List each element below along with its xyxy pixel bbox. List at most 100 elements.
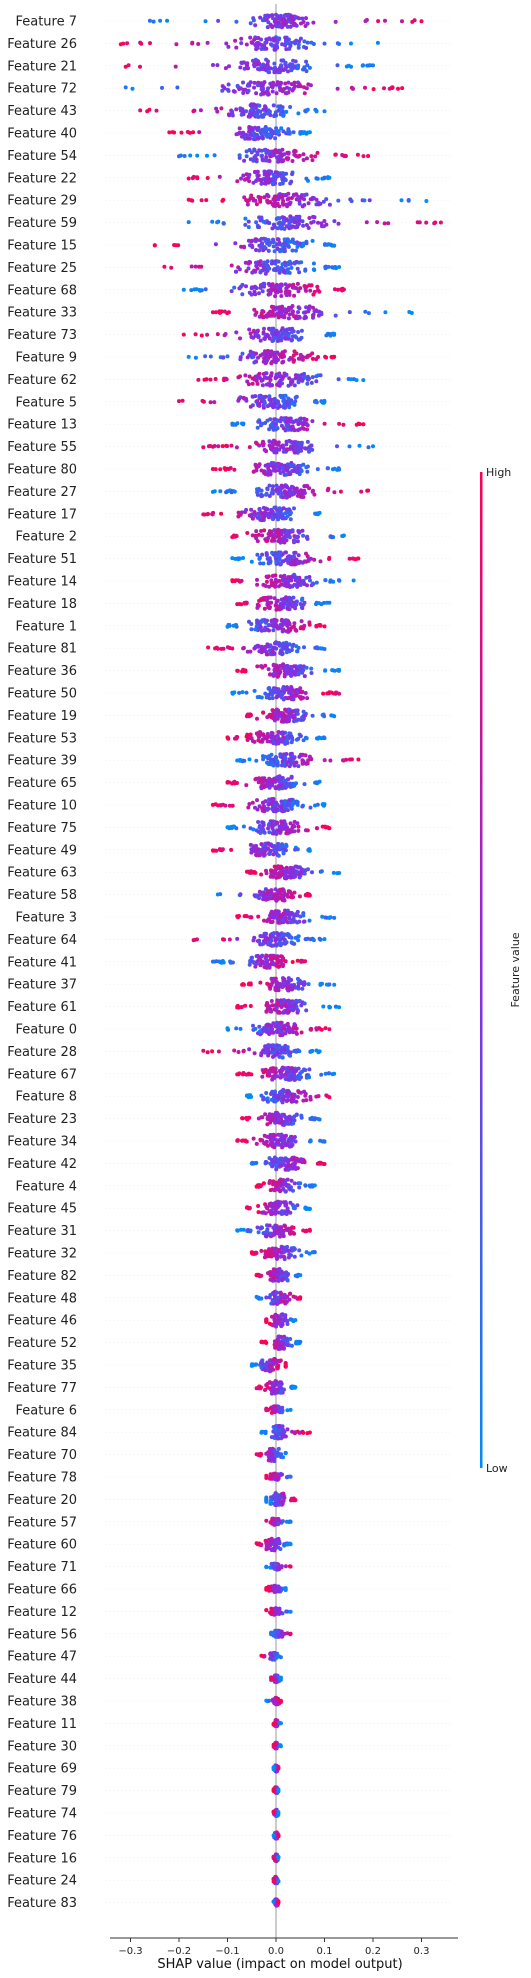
- shap-point: [302, 1001, 307, 1006]
- feature-label: Feature 29: [7, 194, 77, 209]
- shap-point: [282, 540, 287, 545]
- shap-point: [300, 598, 304, 602]
- shap-point: [344, 64, 349, 69]
- shap-point: [363, 19, 368, 24]
- shap-point: [268, 560, 273, 565]
- shap-point: [211, 63, 215, 67]
- shap-point: [191, 109, 196, 114]
- shap-point: [181, 287, 186, 292]
- shap-point: [275, 759, 280, 764]
- shap-point: [233, 38, 238, 43]
- shap-point: [274, 1006, 279, 1011]
- shap-point: [237, 130, 242, 135]
- shap-point: [271, 672, 276, 677]
- shap-point: [335, 86, 340, 91]
- shap-point: [241, 556, 245, 560]
- shap-point: [300, 606, 305, 611]
- shap-point: [307, 376, 311, 381]
- shap-point: [267, 427, 272, 432]
- shap-point: [321, 199, 326, 204]
- shap-point: [138, 40, 143, 45]
- shap-point: [276, 197, 281, 202]
- shap-point: [315, 802, 320, 807]
- shap-point: [273, 110, 278, 115]
- shap-point: [268, 595, 273, 600]
- feature-row: Feature 49: [7, 841, 453, 858]
- shap-point: [265, 62, 270, 67]
- shap-point: [261, 248, 266, 253]
- shap-point: [279, 294, 284, 298]
- shap-point: [275, 734, 280, 739]
- shap-point: [331, 870, 336, 875]
- shap-point: [254, 536, 259, 541]
- shap-point: [305, 107, 310, 112]
- shap-point: [234, 445, 239, 450]
- shap-point: [336, 377, 341, 382]
- shap-point: [210, 848, 215, 853]
- shap-point: [419, 19, 424, 24]
- shap-point: [300, 490, 305, 495]
- shap-point: [287, 798, 292, 803]
- shap-point: [263, 40, 268, 45]
- shap-point: [262, 356, 267, 361]
- shap-point: [262, 260, 267, 265]
- shap-point: [316, 202, 321, 207]
- shap-point: [301, 913, 306, 918]
- shap-point: [190, 198, 195, 203]
- shap-point: [275, 674, 280, 679]
- shap-point: [347, 556, 352, 561]
- shap-point: [280, 644, 285, 649]
- shap-point: [195, 153, 200, 158]
- shap-point: [252, 739, 257, 744]
- shap-point: [302, 582, 307, 587]
- shap-point: [158, 18, 163, 23]
- shap-point: [285, 580, 290, 585]
- shap-point: [249, 285, 254, 290]
- shap-point: [282, 13, 287, 18]
- feature-label: Feature 43: [7, 104, 77, 119]
- shap-point: [186, 220, 191, 225]
- shap-point: [241, 395, 246, 400]
- shap-point: [253, 284, 257, 289]
- shap-point: [257, 555, 262, 560]
- shap-point: [286, 333, 291, 338]
- shap-point: [260, 383, 265, 388]
- shap-point: [279, 582, 284, 587]
- shap-point: [262, 606, 267, 611]
- shap-point: [267, 830, 272, 835]
- shap-point: [291, 359, 296, 364]
- shap-point: [283, 799, 288, 804]
- shap-point: [328, 578, 333, 583]
- shap-point: [324, 197, 329, 202]
- shap-point: [270, 783, 274, 788]
- shap-point: [286, 262, 291, 267]
- shap-point: [277, 506, 282, 511]
- shap-point: [400, 19, 404, 24]
- shap-point: [305, 439, 310, 444]
- shap-point: [287, 357, 292, 362]
- shap-point: [244, 690, 249, 695]
- shap-point: [263, 239, 268, 244]
- shap-point: [283, 959, 288, 964]
- shap-point: [289, 338, 294, 342]
- shap-point: [301, 422, 306, 427]
- shap-point: [241, 173, 246, 178]
- feature-label: Feature 75: [7, 821, 77, 836]
- shap-point: [382, 86, 386, 91]
- shap-point: [252, 307, 257, 312]
- shap-point: [290, 330, 295, 334]
- shap-point: [371, 444, 375, 449]
- shap-point: [213, 646, 218, 651]
- shap-point: [337, 421, 342, 426]
- shap-point: [327, 202, 332, 207]
- shap-point: [262, 80, 267, 85]
- shap-point: [277, 940, 282, 945]
- shap-point: [246, 136, 251, 141]
- shap-point: [265, 332, 270, 337]
- shap-point: [249, 150, 254, 155]
- shap-point: [308, 83, 313, 88]
- shap-point: [253, 23, 258, 28]
- shap-point: [289, 179, 294, 184]
- shap-point: [188, 153, 193, 158]
- shap-point: [256, 125, 261, 130]
